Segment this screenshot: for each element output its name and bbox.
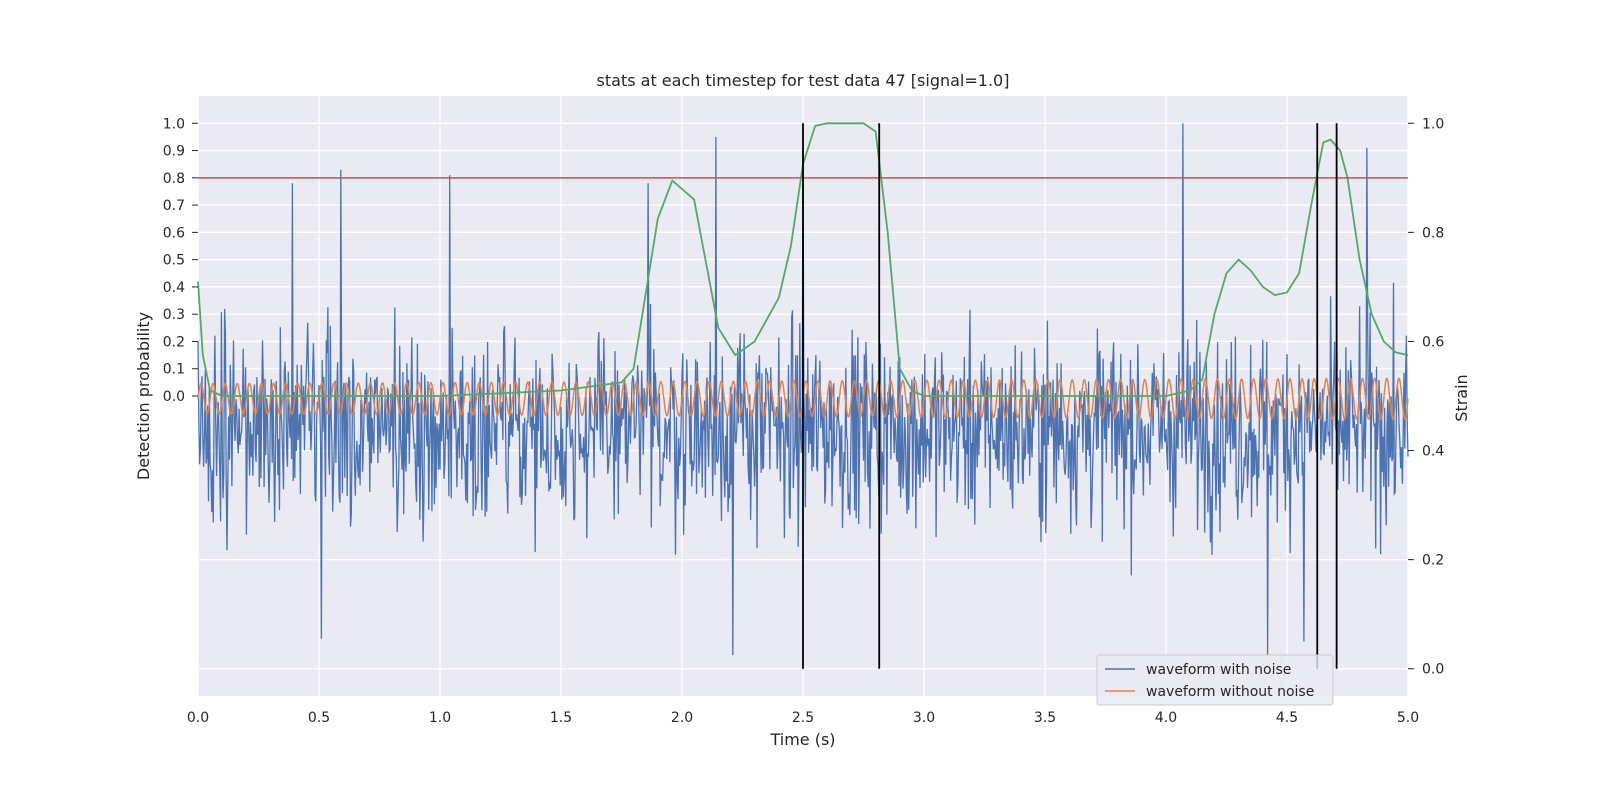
- y-tick-label: 0.0: [163, 389, 185, 405]
- y-tick-label: 0.8: [163, 171, 185, 187]
- y-tick-label: 0.4: [163, 280, 185, 296]
- y-tick-label: 0.3: [163, 307, 185, 323]
- x-tick-label: 5.0: [1397, 710, 1419, 726]
- y-tick-label: 0.9: [163, 144, 185, 160]
- x-axis: 0.0 0.5 1.0 1.5 2.0 2.5 3.0 3.5 4.0 4.5 5.0: [187, 710, 1419, 726]
- x-tick-label: 1.5: [550, 710, 572, 726]
- y2-tick-label: 0.8: [1422, 225, 1444, 241]
- y-axis-label: Detection probability: [134, 312, 153, 480]
- y-tick-label: 0.2: [163, 334, 185, 350]
- y-tick-label: 0.1: [163, 362, 185, 378]
- x-tick-label: 3.0: [913, 710, 935, 726]
- y-axis-right: 0.0 0.2 0.4 0.6 0.8 1.0: [1408, 116, 1444, 677]
- legend-label-clean: waveform without noise: [1146, 684, 1314, 700]
- x-tick-label: 4.0: [1155, 710, 1177, 726]
- chart-title: stats at each timestep for test data 47 …: [597, 71, 1010, 90]
- x-axis-label: Time (s): [769, 730, 835, 749]
- y-tick-label: 0.5: [163, 253, 185, 269]
- x-tick-label: 1.0: [429, 710, 451, 726]
- y-tick-label: 1.0: [163, 116, 185, 132]
- y-tick-label: 0.6: [163, 225, 185, 241]
- y2-tick-label: 0.6: [1422, 334, 1444, 350]
- chart: stats at each timestep for test data 47 …: [0, 0, 1600, 800]
- x-tick-label: 0.5: [308, 710, 330, 726]
- y2-tick-label: 0.2: [1422, 553, 1444, 569]
- x-tick-label: 0.0: [187, 710, 209, 726]
- y2-tick-label: 0.0: [1422, 662, 1444, 678]
- y-tick-label: 0.7: [163, 198, 185, 214]
- legend: waveform with noise waveform without noi…: [1097, 655, 1333, 705]
- x-tick-label: 4.5: [1276, 710, 1298, 726]
- y-axis-left: 0.0 0.1 0.2 0.3 0.4 0.5 0.6 0.7 0.8 0.9 1.0: [163, 116, 198, 405]
- x-tick-label: 2.5: [792, 710, 814, 726]
- y2-tick-label: 1.0: [1422, 116, 1444, 132]
- legend-label-noise: waveform with noise: [1146, 662, 1291, 678]
- y2-tick-label: 0.4: [1422, 444, 1444, 460]
- x-tick-label: 3.5: [1034, 710, 1056, 726]
- x-tick-label: 2.0: [671, 710, 693, 726]
- y2-axis-label: Strain: [1452, 374, 1471, 421]
